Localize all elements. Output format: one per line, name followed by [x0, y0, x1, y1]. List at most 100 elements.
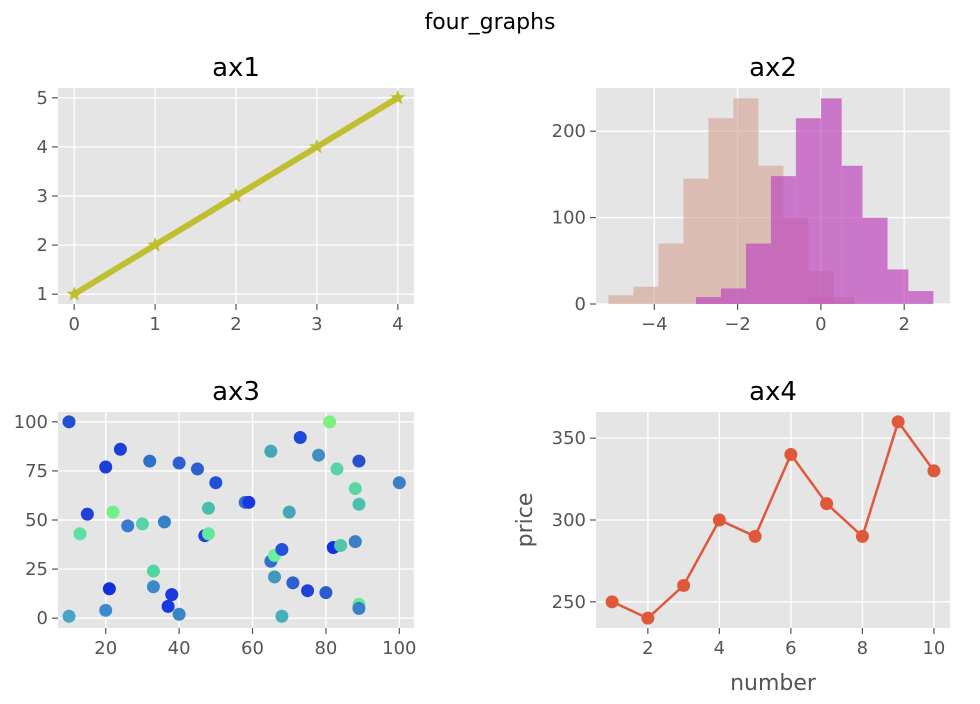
data-point — [927, 464, 941, 478]
scatter-point — [352, 454, 366, 468]
scatter-point — [165, 588, 179, 602]
y-tick-label: 0 — [37, 608, 48, 629]
x-tick-label: 2 — [642, 638, 653, 659]
histogram-bar — [633, 286, 659, 304]
y-tick-label: 25 — [25, 559, 48, 580]
y-tick-label: 200 — [552, 121, 586, 142]
histogram-bar — [720, 288, 746, 304]
axes-title: ax4 — [749, 377, 797, 407]
series-line — [611, 419, 935, 620]
data-point — [855, 529, 869, 543]
x-axis-label: number — [730, 671, 817, 696]
histogram-bar — [695, 297, 721, 304]
scatter-point — [201, 527, 215, 541]
scatter-point — [352, 601, 366, 615]
data-point — [820, 497, 834, 511]
y-tick-label: 0 — [575, 294, 586, 315]
data-point — [677, 578, 691, 592]
scatter-point — [275, 609, 289, 623]
histogram-bar — [887, 269, 909, 304]
y-tick-label: 250 — [552, 592, 586, 613]
x-tick-label: 3 — [311, 314, 322, 335]
scatter-point — [135, 517, 149, 531]
scatter-point — [146, 564, 160, 578]
data-point — [641, 611, 655, 625]
scatter-point — [352, 497, 366, 511]
scatter-point — [268, 570, 282, 584]
data-point-star — [147, 237, 163, 252]
y-tick-label: 3 — [37, 186, 48, 207]
x-tick-label: 4 — [714, 638, 725, 659]
y-tick-label: 100 — [552, 208, 586, 229]
scatter-point — [319, 586, 333, 600]
x-tick-label: 100 — [382, 638, 416, 659]
axes-4: 2 4 6 8 10 250 300 350 ax4 number price — [513, 377, 950, 696]
scatter-point — [282, 505, 296, 519]
scatter-point — [161, 599, 175, 613]
scatter-point — [157, 515, 171, 529]
data-point — [891, 415, 905, 429]
x-tick-label: 1 — [149, 314, 160, 335]
scatter-point — [201, 501, 215, 515]
axes-3: 20 40 60 80 100 0 25 50 75 100 ax3 — [14, 377, 417, 659]
data-point-star — [390, 89, 406, 105]
axes-title: ax2 — [749, 53, 797, 83]
scatter-point — [62, 609, 76, 623]
data-point-star — [228, 188, 244, 203]
scatter-point — [80, 507, 94, 521]
histogram-bar — [683, 178, 709, 304]
scatter-point — [62, 415, 76, 429]
histogram-bar — [770, 176, 796, 304]
y-axis-label: price — [513, 493, 538, 548]
scatter-point — [330, 462, 344, 476]
scatter-point — [293, 431, 307, 445]
histogram-bar — [820, 98, 842, 304]
scatter-point — [190, 462, 204, 476]
x-tick-label: 20 — [94, 638, 117, 659]
scatter-point — [113, 442, 127, 456]
x-tick-label: 0 — [68, 314, 79, 335]
scatter-point — [301, 584, 315, 598]
scatter-point — [242, 495, 256, 509]
y-tick-label: 350 — [552, 428, 586, 449]
histogram-bar — [658, 243, 684, 304]
scatter-point — [286, 576, 300, 590]
data-point-star — [309, 138, 325, 154]
y-tick-label: 2 — [37, 235, 48, 256]
y-tick-label: 100 — [14, 412, 48, 433]
scatter-point — [146, 580, 160, 594]
data-point — [748, 529, 762, 543]
x-tick-label: 40 — [168, 638, 191, 659]
data-point-star — [66, 286, 82, 301]
scatter-point — [209, 476, 223, 490]
histogram-bar — [841, 165, 863, 304]
x-tick-label: 4 — [392, 314, 403, 335]
x-tick-label: −4 — [641, 314, 668, 335]
axes-2: −4 −2 0 2 0 100 200 ax2 — [552, 53, 950, 335]
x-tick-label: 60 — [241, 638, 264, 659]
x-tick-label: 80 — [314, 638, 337, 659]
axes-title: ax3 — [212, 377, 260, 407]
data-point — [605, 595, 619, 609]
x-tick-label: 0 — [815, 314, 826, 335]
scatter-point — [348, 535, 362, 549]
axes-title: ax1 — [212, 53, 260, 83]
y-tick-label: 300 — [552, 510, 586, 531]
histogram-bar — [745, 243, 771, 304]
x-tick-label: −2 — [724, 314, 751, 335]
scatter-point — [99, 603, 113, 617]
y-tick-label: 75 — [25, 461, 48, 482]
x-tick-label: 2 — [230, 314, 241, 335]
scatter-point — [348, 482, 362, 496]
scatter-point — [323, 415, 337, 429]
scatter-point — [392, 476, 406, 490]
scatter-point — [275, 542, 289, 556]
scatter-point — [264, 444, 278, 458]
scatter-point — [143, 454, 157, 468]
scatter-point — [172, 456, 186, 470]
x-tick-label: 2 — [898, 314, 909, 335]
histogram-bar — [862, 217, 888, 304]
scatter-point — [172, 607, 186, 621]
scatter-point — [73, 527, 87, 541]
